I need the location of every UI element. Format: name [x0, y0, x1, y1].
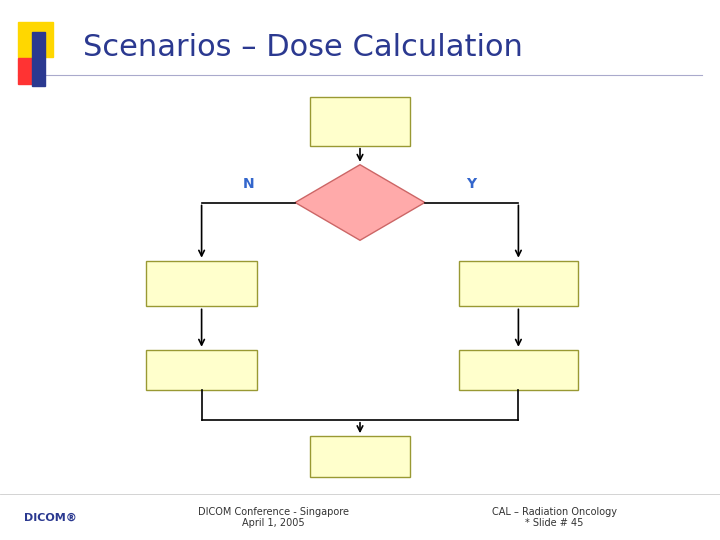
Text: Dose
exists: Dose exists	[344, 192, 376, 213]
Text: CAL, RTP: CAL, RTP	[177, 287, 226, 296]
Text: DICOM®: DICOM®	[24, 512, 77, 522]
FancyBboxPatch shape	[145, 261, 258, 306]
Text: C-STORE: C-STORE	[336, 451, 384, 461]
Bar	[18, 58, 40, 84]
FancyBboxPatch shape	[310, 436, 410, 477]
Text: DICOM Conference - Singapore
April 1, 2005: DICOM Conference - Singapore April 1, 20…	[198, 507, 349, 528]
Bar	[32, 32, 45, 86]
FancyBboxPatch shape	[310, 97, 410, 146]
Text: CT, SS, DOS: CT, SS, DOS	[485, 272, 552, 281]
Text: Scenarios – Dose Calculation: Scenarios – Dose Calculation	[83, 33, 523, 62]
FancyBboxPatch shape	[459, 350, 577, 390]
Text: Request
Dose Calc.: Request Dose Calc.	[330, 111, 390, 132]
Text: CT, SS,: CT, SS,	[182, 272, 221, 281]
Bar	[18, 22, 53, 57]
FancyBboxPatch shape	[459, 261, 577, 306]
Text: Create DOS’: Create DOS’	[484, 365, 553, 375]
Text: Create DOS: Create DOS	[169, 365, 234, 375]
Text: Y: Y	[467, 177, 477, 191]
FancyBboxPatch shape	[145, 350, 258, 390]
Text: N: N	[243, 177, 254, 191]
Text: CAL – Radiation Oncology
* Slide # 45: CAL – Radiation Oncology * Slide # 45	[492, 507, 617, 528]
Polygon shape	[295, 165, 425, 240]
Text: CAL, RTP: CAL, RTP	[494, 287, 543, 296]
